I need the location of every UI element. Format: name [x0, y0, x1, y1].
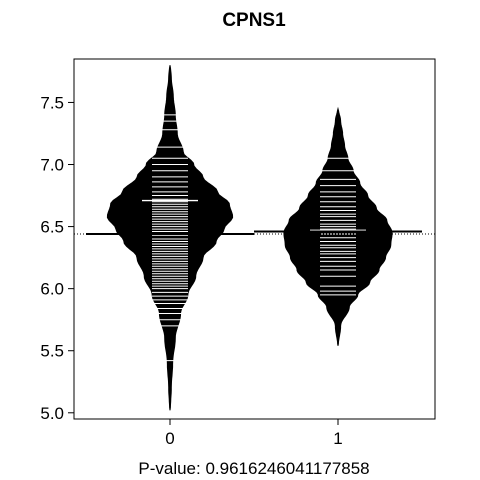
x-axis-label: P-value: 0.9616246041177858 — [138, 459, 369, 478]
beans-layer — [86, 65, 422, 411]
chart-title: CPNS1 — [222, 10, 286, 31]
plot-frame — [73, 58, 436, 420]
bean-shape-1 — [283, 106, 393, 346]
y-tick-label: 7.5 — [40, 93, 64, 112]
x-tick-label: 0 — [165, 429, 174, 448]
y-tick-label: 5.5 — [40, 342, 64, 361]
y-tick-label: 7.0 — [40, 156, 64, 175]
y-axis: 5.0 5.5 6.0 6.5 7.0 7.5 — [40, 93, 74, 423]
y-tick-label: 5.0 — [40, 404, 64, 423]
y-tick-label: 6.0 — [40, 280, 64, 299]
x-tick-label: 1 — [333, 429, 342, 448]
y-tick-label: 6.5 — [40, 218, 64, 237]
bean-shape-0 — [106, 65, 234, 411]
